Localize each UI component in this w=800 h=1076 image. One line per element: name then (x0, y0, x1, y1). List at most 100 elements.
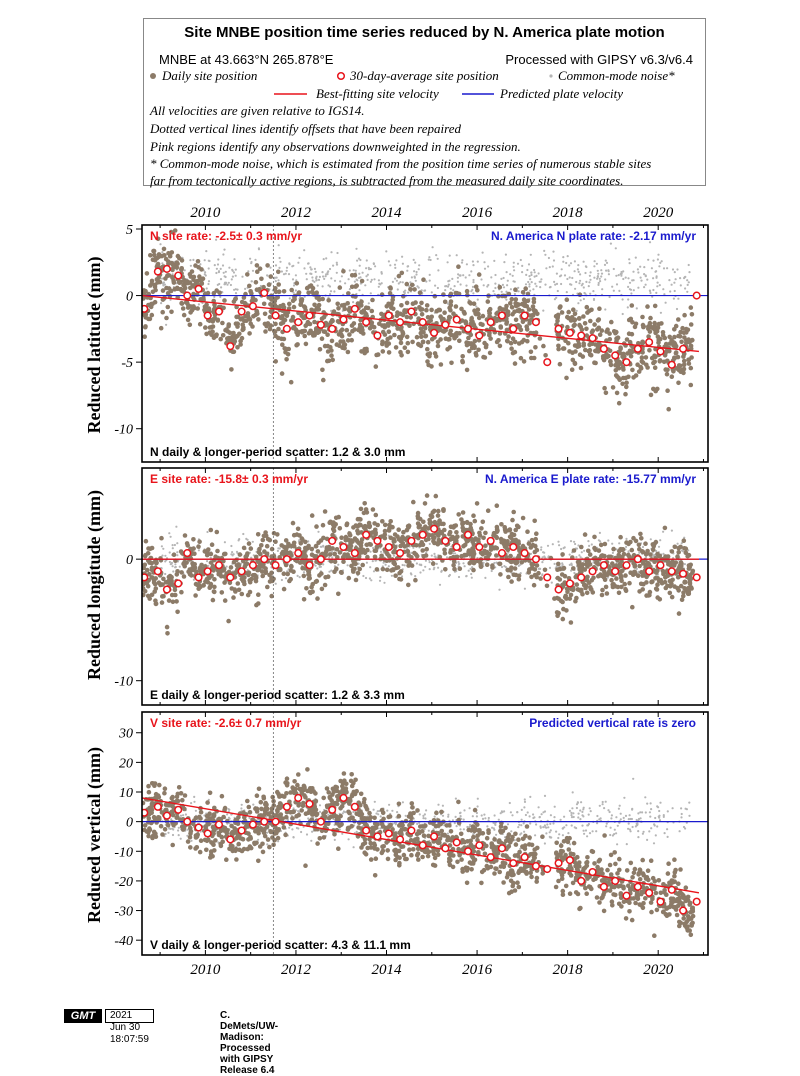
daily-point (142, 334, 147, 339)
avg-point (340, 544, 347, 551)
common-mode-point (228, 282, 230, 284)
common-mode-point (553, 259, 555, 261)
daily-point (403, 345, 408, 350)
daily-point (182, 564, 187, 569)
common-mode-point (458, 563, 460, 565)
common-mode-point (297, 827, 299, 829)
daily-point (561, 346, 566, 351)
common-mode-point (319, 804, 321, 806)
avg-point (555, 586, 562, 593)
common-mode-point (385, 564, 387, 566)
daily-point (252, 573, 257, 578)
common-mode-point (298, 257, 300, 259)
daily-point (673, 545, 678, 550)
common-mode-point (538, 806, 540, 808)
common-mode-point (303, 249, 305, 251)
common-mode-point (565, 262, 567, 264)
daily-point (600, 328, 605, 333)
avg-point (155, 268, 162, 275)
common-mode-point (356, 279, 358, 281)
daily-point (665, 372, 670, 377)
common-mode-point (220, 268, 222, 270)
common-mode-point (310, 840, 312, 842)
daily-point (394, 345, 399, 350)
common-mode-point (348, 838, 350, 840)
daily-point (525, 529, 530, 534)
daily-point (302, 334, 307, 339)
daily-point (314, 524, 319, 529)
daily-point (269, 274, 274, 279)
common-mode-point (396, 280, 398, 282)
daily-point (485, 562, 490, 567)
daily-point (240, 328, 245, 333)
daily-point (508, 554, 513, 559)
common-mode-point (647, 259, 649, 261)
common-mode-point (686, 279, 688, 281)
daily-point (636, 574, 641, 579)
daily-point (653, 365, 658, 370)
avg-point (184, 550, 191, 557)
daily-point (658, 358, 663, 363)
daily-point (397, 274, 402, 279)
common-mode-point (321, 271, 323, 273)
daily-point (150, 593, 155, 598)
daily-point (474, 284, 479, 289)
common-mode-point (164, 560, 166, 562)
common-mode-point (655, 270, 657, 272)
daily-point (419, 301, 424, 306)
daily-point (419, 540, 424, 545)
avg-point (227, 343, 234, 350)
daily-point (656, 338, 661, 343)
daily-point (470, 319, 475, 324)
common-mode-point (554, 284, 556, 286)
daily-point (393, 573, 398, 578)
common-mode-point (448, 284, 450, 286)
common-mode-point (319, 276, 321, 278)
common-mode-point (358, 273, 360, 275)
common-mode-point (161, 545, 163, 547)
common-mode-point (204, 259, 206, 261)
daily-point (302, 574, 307, 579)
common-mode-point (222, 264, 224, 266)
daily-point (617, 378, 622, 383)
common-mode-point (319, 566, 321, 568)
daily-point (504, 321, 509, 326)
common-mode-point (535, 275, 537, 277)
common-mode-point (659, 539, 661, 541)
daily-point (304, 586, 309, 591)
daily-point (315, 596, 320, 601)
avg-point (419, 532, 426, 539)
daily-point (681, 590, 686, 595)
common-mode-point (416, 271, 418, 273)
common-mode-point (466, 263, 468, 265)
daily-point (426, 537, 431, 542)
daily-point (331, 520, 336, 525)
daily-point (611, 547, 616, 552)
daily-point (247, 331, 252, 336)
common-mode-point (295, 289, 297, 291)
common-mode-point (580, 556, 582, 558)
common-mode-point (615, 275, 617, 277)
daily-point (672, 335, 677, 340)
common-mode-point (574, 270, 576, 272)
avg-point (601, 346, 608, 353)
daily-point (457, 339, 462, 344)
daily-point (175, 610, 180, 615)
common-mode-point (446, 556, 448, 558)
daily-point (396, 527, 401, 532)
common-mode-point (636, 307, 638, 309)
daily-point (535, 548, 540, 553)
daily-point (395, 314, 400, 319)
common-mode-point (207, 283, 209, 285)
common-mode-point (602, 803, 604, 805)
daily-point (423, 334, 428, 339)
common-mode-point (593, 265, 595, 267)
common-mode-point (683, 826, 685, 828)
common-mode-point (637, 287, 639, 289)
daily-point (614, 368, 619, 373)
daily-point (481, 314, 486, 319)
common-mode-point (277, 279, 279, 281)
common-mode-point (498, 819, 500, 821)
common-mode-point (223, 272, 225, 274)
common-mode-point (463, 828, 465, 830)
